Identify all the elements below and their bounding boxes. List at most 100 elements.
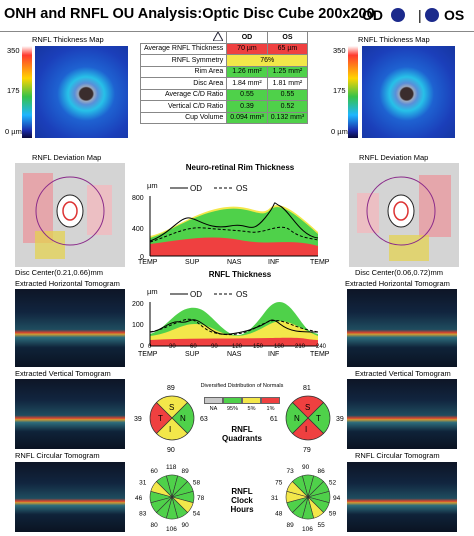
os-circular-tomogram bbox=[347, 462, 457, 532]
os-clock-value: 106 bbox=[302, 526, 313, 533]
os-quadrant-letter: I bbox=[305, 425, 307, 434]
rnfl-legend-os: OS bbox=[236, 290, 248, 299]
table-row-label: RNFL Symmetry bbox=[139, 54, 228, 67]
rnfl-xnum: 60 bbox=[190, 344, 197, 350]
legend-label: NA bbox=[209, 406, 218, 412]
od-clock-value: 58 bbox=[193, 480, 201, 487]
os-quadrant-I bbox=[291, 417, 325, 441]
od-quadrant-letter: I bbox=[169, 425, 171, 434]
rnfl-od-line bbox=[149, 319, 319, 335]
table-od-value: 1.26 mm² bbox=[226, 65, 268, 78]
rnfl-ytick-0: 0 bbox=[140, 343, 144, 350]
quadrants-area: S 89 N 63 I 90 T 39 S 81 T 39 I 79 N 61 bbox=[134, 385, 344, 454]
os-rnfl-deviation-map bbox=[349, 163, 459, 267]
eye-separator: | bbox=[418, 7, 422, 23]
os-deviation-map-title: RNFL Deviation Map bbox=[359, 153, 429, 162]
table-os-value: 65 µm bbox=[266, 42, 309, 55]
table-os-value: 0.55 bbox=[266, 88, 309, 101]
table-od-value: 0.39 bbox=[226, 100, 268, 113]
table-row-label: Cup Volume bbox=[139, 111, 228, 124]
od-circular-tomogram bbox=[15, 462, 125, 532]
rnfl-xtick-temp: TEMP bbox=[138, 351, 158, 358]
clock-hours-label: RNFL Clock Hours bbox=[205, 487, 279, 514]
rnfl-os-line bbox=[149, 318, 319, 336]
od-quadrant-value: 63 bbox=[200, 416, 208, 423]
table-head-os: OS bbox=[266, 31, 309, 44]
table-od-value: 0.55 bbox=[226, 88, 268, 101]
os-v-tomo-title: Extracted Vertical Tomogram bbox=[355, 369, 451, 378]
quadrants-label: RNFL Quadrants bbox=[205, 425, 279, 443]
od-rnfl-deviation-map bbox=[15, 163, 125, 267]
os-clock-value: 73 bbox=[287, 468, 295, 475]
rim-legend-od: OD bbox=[190, 184, 202, 193]
table-od-value: 0.094 mm³ bbox=[226, 111, 268, 124]
os-quadrant-letter: S bbox=[305, 403, 310, 412]
table-row: Cup Volume 0.094 mm³ 0.132 mm³ bbox=[139, 111, 309, 124]
od-horizontal-tomogram bbox=[15, 289, 125, 367]
rim-os-line bbox=[149, 226, 319, 243]
od-clock-value: 31 bbox=[139, 480, 147, 487]
legend-label: 5% bbox=[247, 406, 256, 412]
rnfl-ytick-100: 100 bbox=[132, 322, 144, 329]
od-quadrant-value: 89 bbox=[167, 385, 175, 392]
os-vertical-tomogram bbox=[347, 379, 457, 449]
os-clock-value: 55 bbox=[318, 522, 326, 529]
od-quadrant-letter: N bbox=[180, 414, 186, 423]
os-quadrant-value: 39 bbox=[336, 416, 344, 423]
od-clock-value: 90 bbox=[182, 522, 190, 529]
rnfl-chart-unit: µm bbox=[147, 287, 158, 296]
os-scale-mid: 175 bbox=[333, 86, 346, 95]
od-scale-bot: 0 µm bbox=[5, 127, 22, 136]
od-quadrant-T bbox=[149, 401, 173, 435]
os-quadrant-N bbox=[285, 401, 309, 435]
table-row-label: Disc Area bbox=[139, 77, 228, 90]
table-od-value: 1.84 mm² bbox=[226, 77, 268, 90]
table-row-label: Average C/D Ratio bbox=[139, 88, 228, 101]
metrics-table: OD OS Average RNFL Thickness 70 µm 65 µm RN… bbox=[139, 30, 309, 124]
od-clock-value: 78 bbox=[197, 495, 205, 502]
od-scale-top: 350 bbox=[7, 46, 20, 55]
rnfl-xnum: 90 bbox=[211, 344, 218, 350]
legend-swatch bbox=[242, 397, 261, 404]
normals-legend-labels: NA 95% 5% 1% bbox=[204, 406, 280, 412]
od-clock-value: 60 bbox=[151, 468, 159, 475]
rim-normal-band-red bbox=[150, 237, 318, 256]
od-quadrant-letter: T bbox=[158, 414, 163, 423]
os-quadrant-S bbox=[291, 395, 325, 419]
od-h-tomo-title: Extracted Horizontal Tomogram bbox=[15, 279, 120, 288]
od-clock-value: 106 bbox=[166, 526, 177, 533]
od-vertical-tomogram bbox=[15, 379, 125, 449]
os-clock-value: 59 bbox=[329, 511, 337, 518]
os-disc-center: Disc Center(0.06,0.72)mm bbox=[355, 268, 443, 277]
legend-swatch bbox=[261, 397, 280, 404]
os-c-tomo-title: RNFL Circular Tomogram bbox=[355, 451, 440, 460]
table-span-value: 76% bbox=[226, 54, 309, 67]
od-clock-value: 54 bbox=[193, 511, 201, 518]
rnfl-xnum: 0 bbox=[148, 344, 152, 350]
os-rnfl-thickness-map bbox=[362, 46, 455, 138]
od-quadrant-value: 39 bbox=[134, 416, 142, 423]
table-head-od: OD bbox=[226, 31, 268, 44]
rim-xtick-temp2: TEMP bbox=[310, 259, 330, 266]
page-title: ONH and RNFL OU Analysis:Optic Disc Cube… bbox=[4, 6, 375, 22]
rnfl-xnum: 150 bbox=[253, 344, 264, 350]
rim-ytick-800: 800 bbox=[132, 195, 144, 202]
od-clock-sector bbox=[156, 475, 173, 499]
os-clock-value: 89 bbox=[287, 522, 295, 529]
os-clock-value: 48 bbox=[275, 511, 283, 518]
od-deviation-map-title: RNFL Deviation Map bbox=[32, 153, 102, 162]
rim-thickness-chart: OD OS 800 400 0 TEMP SUP NAS INF TEMP bbox=[132, 184, 330, 266]
normals-legend-title: Diversified Distribution of Normals bbox=[200, 383, 284, 389]
os-quadrant-letter: T bbox=[316, 414, 321, 423]
table-row-label: Vertical C/D Ratio bbox=[139, 100, 228, 113]
rnfl-chart-title: RNFL Thickness bbox=[208, 270, 272, 279]
os-clock-value: 75 bbox=[275, 480, 283, 487]
warning-icon bbox=[212, 30, 225, 41]
os-color-scale bbox=[348, 46, 358, 138]
os-clock-value: 94 bbox=[333, 495, 341, 502]
legend-label: 1% bbox=[266, 406, 275, 412]
legend-swatch bbox=[223, 397, 242, 404]
rnfl-legend-od: OD bbox=[190, 290, 202, 299]
od-clock-value: 80 bbox=[151, 522, 159, 529]
